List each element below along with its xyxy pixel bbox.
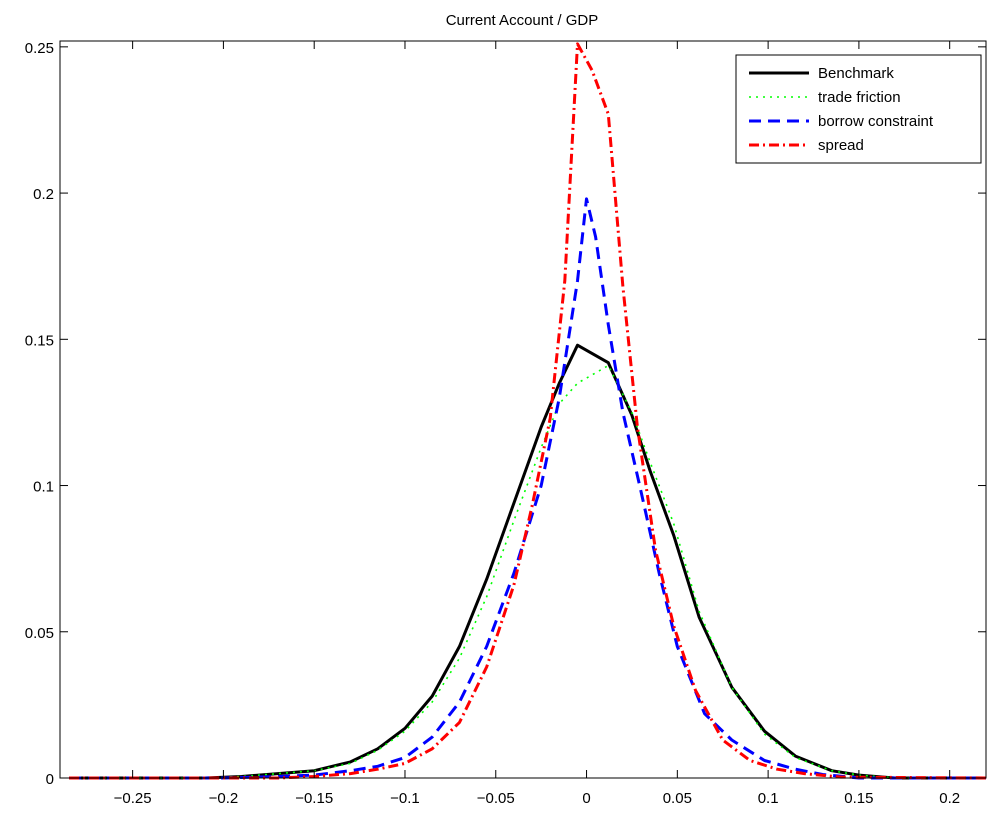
legend-label: borrow constraint xyxy=(818,113,934,130)
series-line-spread xyxy=(69,42,987,780)
y-tick-label: 0 xyxy=(46,771,54,788)
series-line-borrow-constraint xyxy=(69,197,986,780)
x-tick-label: −0.15 xyxy=(295,790,333,807)
axes-box xyxy=(59,40,987,779)
x-tick-label: −0.2 xyxy=(209,790,239,807)
legend-label: spread xyxy=(818,137,864,154)
y-tick-label: 0.15 xyxy=(25,332,54,349)
series-line-benchmark xyxy=(69,343,986,780)
series-line-trade-friction xyxy=(69,364,986,779)
y-tick-label: 0.2 xyxy=(33,186,54,203)
plot-lines xyxy=(69,42,987,780)
x-tick-label: −0.1 xyxy=(390,790,420,807)
x-tick-label: 0 xyxy=(582,790,590,807)
x-tick-label: 0.15 xyxy=(844,790,873,807)
y-tick-label: 0.05 xyxy=(25,625,54,642)
x-tick-label: 0.2 xyxy=(939,790,960,807)
legend: Benchmark trade friction borrow constraint… xyxy=(735,54,982,164)
x-tick-label: 0.1 xyxy=(758,790,779,807)
y-tick-label: 0.1 xyxy=(33,479,54,496)
legend-label: trade friction xyxy=(818,89,901,106)
legend-label: Benchmark xyxy=(818,65,894,82)
y-tick-label: 0.25 xyxy=(25,40,54,57)
axis-ticks: −0.25 −0.2 −0.15 −0.1 −0.05 0 0.05 0.1 0.15 0.2 0 0… xyxy=(25,40,986,807)
x-tick-label: −0.25 xyxy=(114,790,152,807)
chart-title: Current Account / GDP xyxy=(446,12,599,29)
x-tick-label: −0.05 xyxy=(477,790,515,807)
x-tick-label: 0.05 xyxy=(663,790,692,807)
